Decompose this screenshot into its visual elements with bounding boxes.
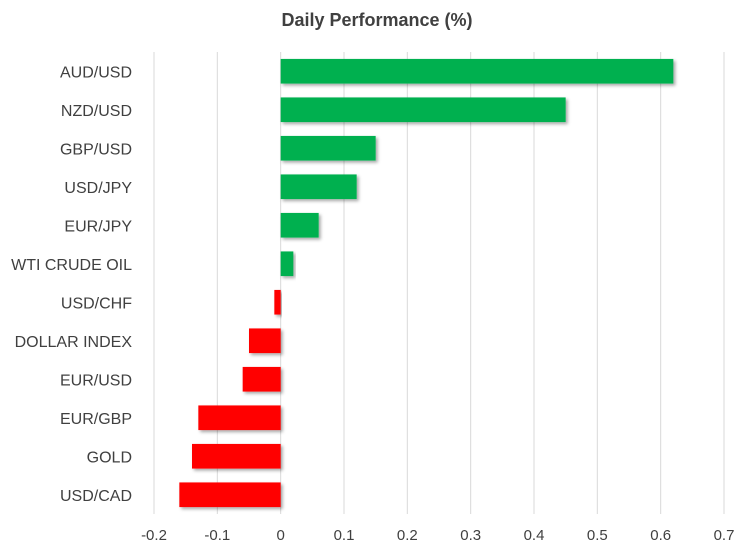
bar xyxy=(242,366,281,392)
grid-lines xyxy=(153,52,725,514)
category-label: GBP/USD xyxy=(60,141,132,158)
bar xyxy=(280,58,674,84)
category-labels: AUD/USD NZD/USD GBP/USD USD/JPY EUR/JPY WTI C… xyxy=(11,64,132,505)
category-label: EUR/JPY xyxy=(64,218,132,235)
category-label: WTI CRUDE OIL xyxy=(11,257,132,274)
category-label: NZD/USD xyxy=(61,103,132,120)
category-label: EUR/USD xyxy=(60,372,132,389)
chart-title: Daily Performance (%) xyxy=(281,10,473,30)
category-label: EUR/GBP xyxy=(60,411,132,428)
category-label: USD/CHF xyxy=(61,295,132,312)
x-tick-label: 0.1 xyxy=(334,527,355,544)
x-tick-label: 0.7 xyxy=(714,527,735,544)
x-tick-label: 0.6 xyxy=(650,527,671,544)
category-label: USD/CAD xyxy=(60,488,132,505)
bar xyxy=(280,212,319,238)
bar xyxy=(280,251,294,277)
bar xyxy=(249,328,281,354)
category-label: GOLD xyxy=(87,449,132,466)
x-tick-label: -0.2 xyxy=(141,527,167,544)
bar xyxy=(179,482,281,508)
x-tick-label: 0 xyxy=(276,527,284,544)
bars xyxy=(179,58,674,508)
bar xyxy=(192,443,281,469)
bar xyxy=(274,289,281,315)
x-tick-labels: -0.2 -0.1 0 0.1 0.2 0.3 0.4 0.5 0.6 0.7 xyxy=(141,527,734,544)
bar xyxy=(280,174,357,200)
bar xyxy=(198,405,281,431)
x-tick-label: 0.4 xyxy=(524,527,545,544)
x-tick-label: 0.3 xyxy=(460,527,481,544)
x-tick-label: -0.1 xyxy=(204,527,230,544)
category-label: AUD/USD xyxy=(60,64,132,81)
x-tick-label: 0.2 xyxy=(397,527,418,544)
category-label: DOLLAR INDEX xyxy=(15,334,133,351)
bar xyxy=(280,97,566,123)
bar xyxy=(280,135,376,161)
category-label: USD/JPY xyxy=(64,180,132,197)
x-tick-label: 0.5 xyxy=(587,527,608,544)
